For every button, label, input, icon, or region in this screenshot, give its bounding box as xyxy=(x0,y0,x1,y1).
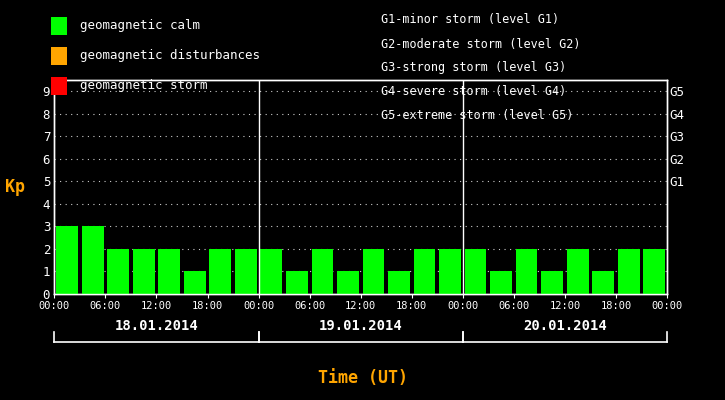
Bar xyxy=(414,249,435,294)
Text: 18.01.2014: 18.01.2014 xyxy=(115,319,199,333)
Bar xyxy=(490,272,512,294)
Bar xyxy=(388,272,410,294)
Bar xyxy=(362,249,384,294)
Bar xyxy=(542,272,563,294)
Text: Kp: Kp xyxy=(4,178,25,196)
Text: 19.01.2014: 19.01.2014 xyxy=(319,319,402,333)
Bar xyxy=(465,249,486,294)
Bar xyxy=(107,249,129,294)
Text: G5-extreme storm (level G5): G5-extreme storm (level G5) xyxy=(381,110,573,122)
Text: G3-strong storm (level G3): G3-strong storm (level G3) xyxy=(381,62,566,74)
Bar xyxy=(643,249,665,294)
Bar xyxy=(260,249,282,294)
Text: 20.01.2014: 20.01.2014 xyxy=(523,319,607,333)
Text: G1-minor storm (level G1): G1-minor storm (level G1) xyxy=(381,14,559,26)
Text: geomagnetic calm: geomagnetic calm xyxy=(80,20,200,32)
Bar xyxy=(567,249,589,294)
Bar xyxy=(158,249,180,294)
Bar xyxy=(592,272,614,294)
Bar xyxy=(210,249,231,294)
Text: Time (UT): Time (UT) xyxy=(318,369,407,387)
Text: geomagnetic disturbances: geomagnetic disturbances xyxy=(80,50,260,62)
Text: G2-moderate storm (level G2): G2-moderate storm (level G2) xyxy=(381,38,580,50)
Bar xyxy=(618,249,639,294)
Bar xyxy=(515,249,537,294)
Bar xyxy=(184,272,206,294)
Bar xyxy=(57,226,78,294)
Text: geomagnetic storm: geomagnetic storm xyxy=(80,80,207,92)
Bar xyxy=(337,272,359,294)
Bar xyxy=(439,249,461,294)
Bar xyxy=(286,272,307,294)
Bar xyxy=(235,249,257,294)
Bar xyxy=(312,249,334,294)
Bar xyxy=(133,249,154,294)
Bar xyxy=(82,226,104,294)
Text: G4-severe storm (level G4): G4-severe storm (level G4) xyxy=(381,86,566,98)
